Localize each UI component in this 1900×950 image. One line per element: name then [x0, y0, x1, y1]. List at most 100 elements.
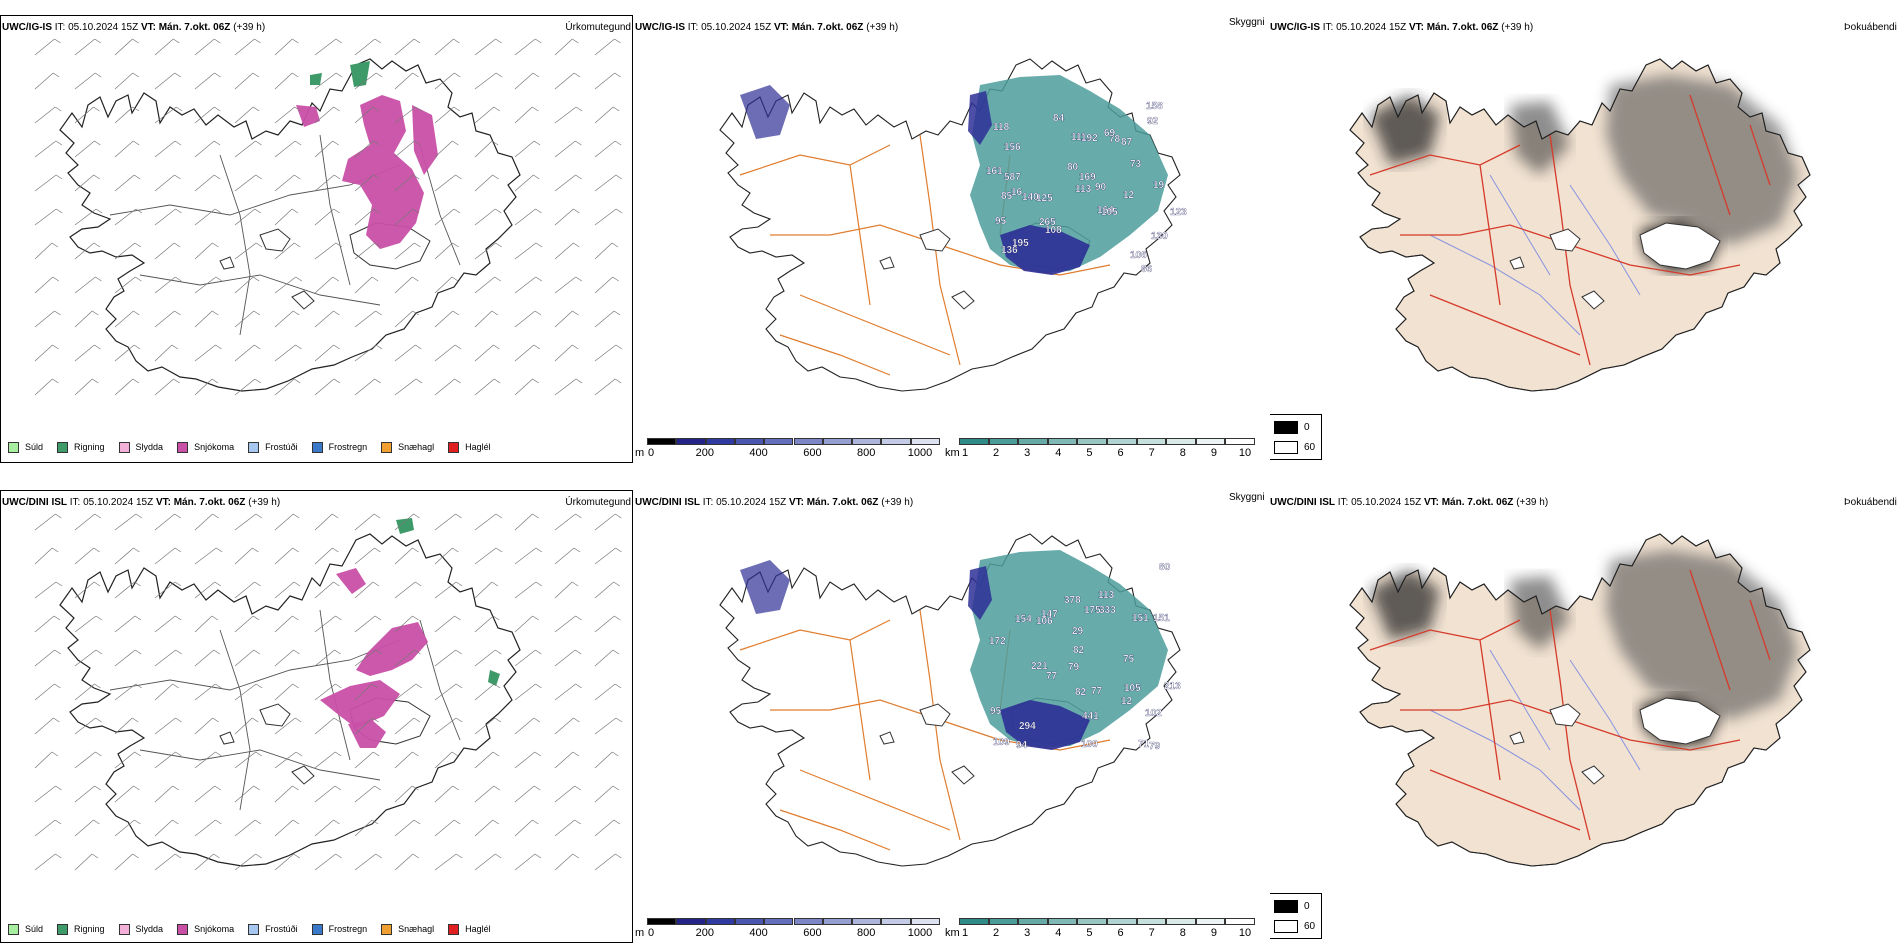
colorbar-tick: 5: [1086, 927, 1093, 939]
wind-barb: [594, 615, 621, 633]
cloud-panel-ig: UWC/IG-IS IT: 05.10.2024 15Z VT: Mán. 7.…: [635, 0, 1270, 470]
colorbar-tick: 1000: [907, 447, 933, 459]
wind-barb: [194, 819, 222, 837]
wind-barb: [354, 242, 382, 260]
glacier-outline: [951, 765, 975, 785]
wind-barb: [314, 717, 341, 735]
colorbar-unit: m: [635, 447, 645, 459]
snow-area: [412, 105, 438, 175]
wind-barb: [274, 581, 301, 599]
wind-barb: [594, 310, 621, 328]
wind-barb: [34, 378, 59, 396]
cloud-base-label: 79: [1149, 741, 1161, 752]
wind-barb: [434, 106, 460, 124]
cloud-base-label: 113: [1075, 184, 1092, 195]
wind-barb: [274, 344, 302, 362]
wind-barb: [554, 683, 582, 701]
wind-barb: [434, 38, 460, 56]
wind-barb: [154, 785, 179, 803]
wind-barb: [314, 378, 341, 396]
colorbar-tick: 200: [695, 927, 714, 939]
wind-barb: [514, 717, 541, 735]
legend-label: Rigning: [74, 442, 105, 452]
wind-barb: [474, 717, 502, 735]
colorbar-tick: 5: [1086, 447, 1093, 459]
legend-label: Súld: [25, 442, 44, 452]
wind-barb: [194, 649, 220, 667]
legend-label: 0: [1304, 901, 1310, 912]
wind-barb: [74, 513, 101, 531]
legend-label: Slydda: [135, 924, 164, 934]
cloud-base-label: 151: [1132, 613, 1149, 624]
wind-barb: [514, 72, 540, 90]
wind-barb: [354, 344, 383, 362]
legend-swatch: [57, 441, 69, 453]
precip-map: [34, 513, 623, 871]
coastline: [1349, 533, 1811, 867]
cloud-base-label: 82: [1075, 687, 1087, 698]
wind-barb: [514, 344, 541, 362]
wind-barb: [154, 310, 181, 328]
wind-barb: [74, 581, 101, 599]
wind-barb: [154, 581, 182, 599]
colorbar-swatch: [1225, 918, 1255, 925]
low-cloud-area: [968, 91, 992, 145]
snow-area: [336, 568, 366, 594]
cloud-base-label: 109: [993, 737, 1010, 748]
precip-legend-item: Súld: [8, 441, 44, 453]
wind-barb: [514, 174, 540, 192]
cloud-base-label: 79: [1068, 662, 1080, 673]
wind-barb: [234, 208, 261, 226]
wind-barb: [194, 581, 221, 599]
wind-barb: [314, 615, 342, 633]
wind-barb: [554, 751, 580, 769]
cloud-base-label: 71: [1138, 739, 1150, 750]
wind-barb: [74, 751, 102, 769]
wind-barb: [514, 378, 539, 396]
colorbar-swatch: [1195, 918, 1226, 925]
wind-barb: [74, 208, 103, 226]
wind-barb: [354, 378, 381, 396]
wind-barb: [114, 208, 143, 226]
wind-barb: [114, 344, 141, 362]
colorbar-tick: 0: [647, 447, 655, 459]
glacier-outline: [1549, 228, 1581, 252]
iceland-map: 29 79 105 100 75 79 77 82 71 221 378 154 113 80 102 12 1…: [719, 533, 1181, 867]
legend-label: Frostúði: [265, 924, 298, 934]
wind-barb: [274, 615, 299, 633]
wind-barb: [594, 751, 619, 769]
legend-swatch: [448, 441, 460, 453]
legend-label: 60: [1304, 442, 1316, 453]
panel-frame: [0, 15, 633, 463]
cloud-base-label: 105: [1124, 683, 1141, 694]
wind-barb: [34, 615, 61, 633]
wind-barb: [354, 38, 382, 56]
legend-swatch: [1274, 900, 1298, 913]
wind-barb: [434, 378, 461, 396]
wind-barb: [114, 106, 140, 124]
wind-barb: [114, 72, 139, 90]
wind-barb: [554, 276, 582, 294]
cloud-base-label: 84: [1053, 113, 1065, 124]
wind-barb: [434, 310, 459, 328]
wind-barb: [514, 106, 539, 124]
low-visibility-area: [970, 550, 1168, 748]
wind-barb: [314, 785, 342, 803]
wind-barb: [514, 751, 541, 769]
wind-barb: [394, 683, 423, 701]
low-cloud-area: [740, 560, 790, 614]
colorbar-tick: 1000: [907, 927, 933, 939]
wind-barb: [154, 547, 182, 565]
wind-barb: [274, 242, 301, 260]
wind-barb: [514, 649, 542, 667]
precip-panel-ig: UWC/IG-IS IT: 05.10.2024 15Z VT: Mán. 7.…: [0, 0, 635, 470]
colorbar-swatch: [705, 918, 735, 925]
cloud-base-label: 12: [1123, 190, 1135, 201]
wind-barb: [514, 581, 543, 599]
wind-barb: [474, 751, 500, 769]
wind-barb: [234, 310, 260, 328]
wind-barb: [34, 72, 60, 90]
wind-barb: [114, 717, 139, 735]
legend-label: Haglél: [465, 924, 491, 934]
wind-barb: [114, 140, 140, 158]
